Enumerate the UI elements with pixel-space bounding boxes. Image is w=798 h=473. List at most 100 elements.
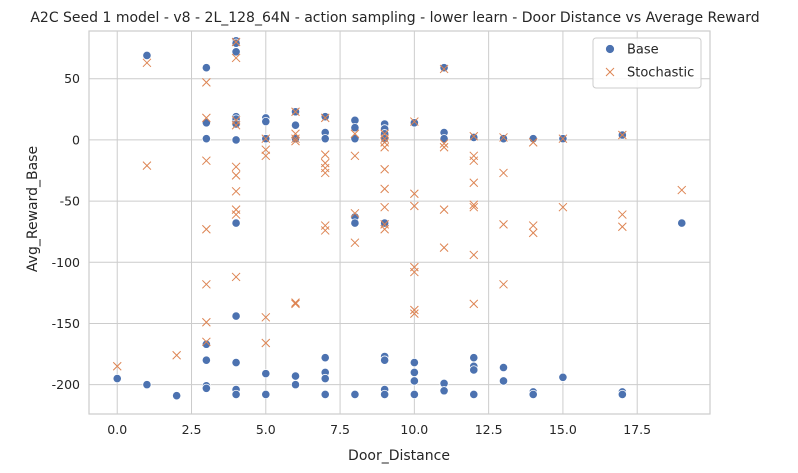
data-point-stochastic [469,178,479,188]
data-point-stochastic [231,120,241,130]
legend-marker-stochastic [605,67,615,77]
data-point-stochastic [350,238,360,248]
data-point-stochastic [439,64,449,74]
data-point-stochastic [439,205,449,215]
data-point-stochastic [202,156,211,166]
data-point-base [201,118,211,128]
data-point-base [528,134,538,144]
data-point-stochastic [350,151,360,161]
data-point-base [320,353,330,363]
data-point-stochastic [231,162,241,172]
data-point-stochastic [410,309,419,319]
data-point-stochastic [231,171,241,180]
data-point-stochastic [617,222,627,232]
data-point-base [231,218,241,228]
data-point-base [290,371,301,381]
data-point-base [201,355,211,365]
x-tick-label: 5.0 [256,422,276,437]
x-tick-label: 0.0 [107,422,127,437]
data-point-base [409,389,419,400]
data-point-base [320,134,330,144]
data-point-stochastic [231,210,241,219]
data-point-stochastic [142,58,152,68]
data-point-stochastic [499,168,508,178]
data-point-base [558,372,568,382]
data-point-stochastic [291,134,300,144]
data-point-stochastic [380,164,389,174]
data-point-base [261,369,271,379]
data-point-stochastic [439,243,449,252]
data-point-stochastic [231,186,241,196]
x-tick-label: 17.5 [623,422,651,437]
data-point-stochastic [231,53,241,63]
y-axis-label: Avg_Reward_Base [25,146,41,272]
data-point-base [231,389,241,400]
data-point-stochastic [261,145,271,155]
y-tick-label: -200 [52,377,80,392]
data-point-stochastic [677,185,687,195]
data-point-base [409,376,419,386]
data-point-stochastic [202,337,211,347]
data-point-stochastic [499,219,508,229]
data-point-stochastic [291,136,300,146]
data-point-stochastic [380,142,389,152]
data-point-base [320,112,330,122]
data-point-base [231,47,241,57]
data-point-stochastic [320,168,330,178]
x-axis-label: Door_Distance [348,448,450,464]
data-point-stochastic [528,137,538,147]
data-point-base [380,389,390,400]
x-tick-labels: 0.0 2.5 5.0 7.5 10.0 12.5 15.0 17.5 [107,422,651,437]
data-point-stochastic [350,129,360,139]
data-point-base [617,389,627,400]
data-point-stochastic [172,350,182,360]
data-point-stochastic [320,226,330,235]
data-points [112,36,687,401]
data-point-base [380,355,390,365]
data-point-stochastic [410,201,419,211]
data-point-base [142,50,152,61]
data-point-stochastic [202,317,211,327]
data-point-stochastic [202,113,211,123]
y-tick-label: -150 [52,316,80,331]
data-point-base [320,373,330,384]
data-point-stochastic [528,221,538,230]
data-point-base [231,358,241,368]
data-point-base [261,116,271,127]
data-point-base [201,339,211,349]
data-point-stochastic [350,208,360,218]
data-point-stochastic [469,299,479,309]
data-point-base [677,218,687,228]
x-tick-label: 12.5 [475,422,503,437]
data-point-base [172,391,182,401]
data-point-base [350,218,360,228]
legend-label-stochastic: Stochastic [627,66,694,81]
legend-box [592,37,702,89]
data-point-stochastic [261,338,271,348]
chart-title: A2C Seed 1 model - v8 - 2L_128_64N - act… [30,10,759,26]
data-point-base [409,358,419,368]
data-point-stochastic [410,267,419,277]
data-point-base [498,362,509,373]
data-point-base [201,383,211,393]
data-point-stochastic [202,224,211,234]
x-tick-label: 2.5 [182,422,202,437]
data-point-stochastic [410,117,419,126]
data-point-stochastic [380,224,389,234]
data-point-base [201,63,211,73]
data-point-stochastic [320,150,330,159]
legend-marker-base [605,44,615,54]
data-point-stochastic [202,279,211,289]
data-point-stochastic [617,210,627,219]
data-point-stochastic [320,113,330,123]
data-point-stochastic [499,133,508,142]
legend: Base Stochastic [592,37,702,89]
data-point-base [439,134,449,144]
data-point-stochastic [380,202,389,212]
data-point-stochastic [469,202,479,212]
data-point-base [469,132,479,143]
data-point-base [142,380,152,390]
y-tick-label: 0 [72,132,80,147]
data-point-stochastic [528,228,538,238]
